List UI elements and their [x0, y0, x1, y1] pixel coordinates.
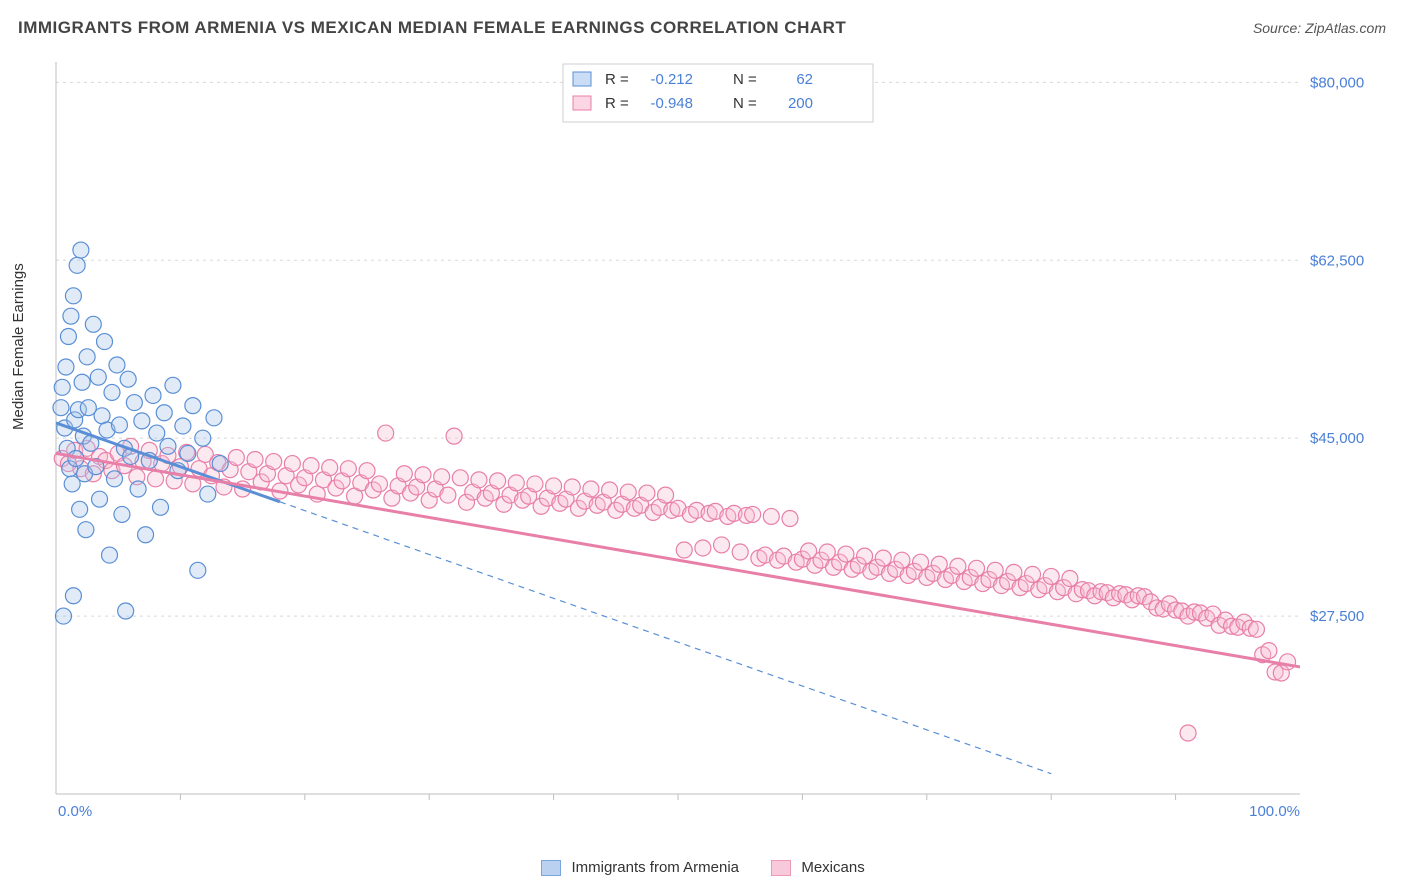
svg-text:200: 200 [788, 95, 813, 112]
legend-item-mexicans: Mexicans [771, 859, 865, 876]
svg-text:-0.948: -0.948 [650, 95, 693, 112]
svg-text:N =: N = [733, 71, 757, 88]
svg-text:$45,000: $45,000 [1310, 430, 1364, 447]
svg-text:$80,000: $80,000 [1310, 74, 1364, 91]
source-attribution: Source: ZipAtlas.com [1253, 20, 1386, 36]
legend-item-armenia: Immigrants from Armenia [541, 859, 743, 876]
svg-text:R =: R = [605, 95, 629, 112]
svg-text:$27,500: $27,500 [1310, 608, 1364, 625]
svg-text:R =: R = [605, 71, 629, 88]
scatter-chart: $27,500 $45,000 $62,500 $80,000 0.0% 100.0% R … [50, 54, 1386, 824]
svg-text:0.0%: 0.0% [58, 803, 92, 820]
legend-label-armenia: Immigrants from Armenia [571, 859, 739, 876]
svg-text:100.0%: 100.0% [1249, 803, 1300, 820]
source-value: ZipAtlas.com [1305, 20, 1386, 36]
source-label: Source: [1253, 20, 1301, 36]
legend-swatch-armenia [541, 860, 561, 876]
chart-title: IMMIGRANTS FROM ARMENIA VS MEXICAN MEDIA… [18, 18, 846, 38]
y-axis-label: Median Female Earnings [10, 263, 27, 430]
svg-text:N =: N = [733, 95, 757, 112]
svg-text:-0.212: -0.212 [650, 71, 693, 88]
bottom-legend: Immigrants from Armenia Mexicans [0, 859, 1406, 876]
legend-swatch-mexicans [771, 860, 791, 876]
svg-text:62: 62 [796, 71, 813, 88]
legend-label-mexicans: Mexicans [801, 859, 864, 876]
svg-text:$62,500: $62,500 [1310, 252, 1364, 269]
